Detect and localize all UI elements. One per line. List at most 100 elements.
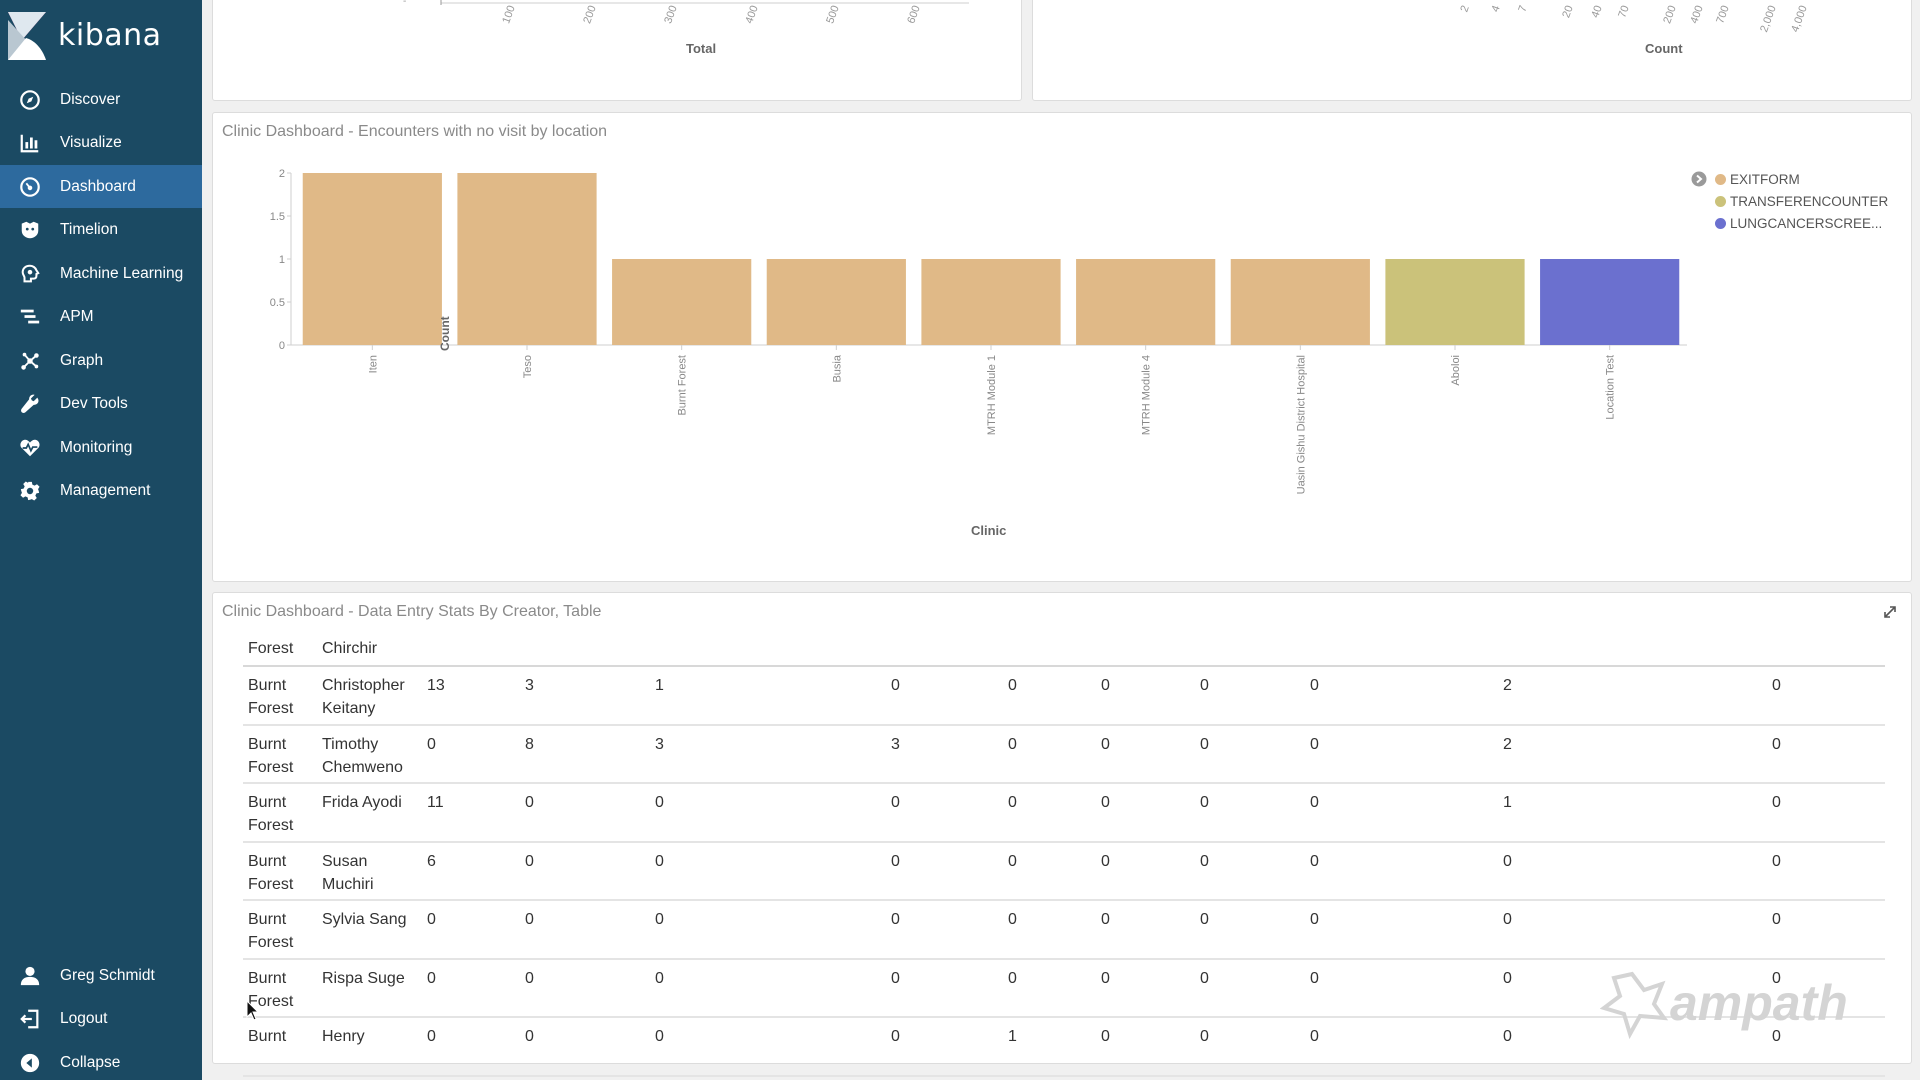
value-cell: 0 xyxy=(427,911,436,928)
value-cell: 0 xyxy=(1310,735,1319,753)
value-cell: 0 xyxy=(1200,911,1209,928)
x-tick-label: 300 xyxy=(662,4,680,25)
nav-item-machine-learning[interactable]: Machine Learning xyxy=(0,252,202,295)
nav-item-dev-tools[interactable]: Dev Tools xyxy=(0,383,202,426)
compass-icon xyxy=(0,89,60,111)
legend-item[interactable]: TRANSFERENCOUNTER xyxy=(1715,190,1888,212)
x-tick-label: 700 xyxy=(1714,4,1732,25)
value-cell: 0 xyxy=(1772,794,1781,811)
nav-label: Logout xyxy=(60,1010,108,1027)
value-cell: 0 xyxy=(1101,911,1110,928)
value-cell: 0 xyxy=(1310,911,1319,928)
value-cell: 0 xyxy=(427,1028,436,1045)
x-tick-label: 4,000 xyxy=(1789,4,1810,34)
total-histogram-panel: - 100 200 300 400 500 600 Total xyxy=(212,0,1022,101)
value-cell: 0 xyxy=(655,969,664,987)
nav-item-dashboard[interactable]: Dashboard xyxy=(0,165,202,208)
mouse-cursor xyxy=(246,999,260,1027)
nav-label: Graph xyxy=(60,351,104,369)
value-cell: 0 xyxy=(525,911,534,928)
value-cell: 3 xyxy=(891,735,900,753)
expand-panel-button[interactable] xyxy=(1883,605,1897,624)
heartbeat-icon xyxy=(0,437,60,459)
value-cell: 0 xyxy=(1008,794,1017,811)
bar xyxy=(302,173,442,345)
value-cell: 0 xyxy=(427,735,436,753)
nav-item-apm[interactable]: APM xyxy=(0,296,202,339)
value-cell: 13 xyxy=(427,677,445,694)
value-cell: 1 xyxy=(655,677,664,694)
table-row: Burnt Forest Sylvia Sang 0 0 0 0 0 0 0 0 0 0 xyxy=(243,901,1885,960)
legend-toggle[interactable] xyxy=(1691,171,1707,192)
legend-swatch xyxy=(1715,217,1726,229)
value-cell: 0 xyxy=(655,852,664,870)
value-cell: 8 xyxy=(525,735,534,753)
x-tick-label: 500 xyxy=(824,4,842,25)
nav-label: Machine Learning xyxy=(60,264,184,282)
count-histogram-panel: 2 4 7 20 40 70 200 400 700 2,000 4,000 Count xyxy=(1032,0,1912,101)
panel-title: Clinic Dashboard - Data Entry Stats By C… xyxy=(222,603,602,620)
value-cell: 0 xyxy=(1008,852,1017,870)
value-cell: 0 xyxy=(525,852,534,870)
nav-item-timelion[interactable]: Timelion xyxy=(0,209,202,252)
nav-label: APM xyxy=(60,308,94,325)
value-cell: 0 xyxy=(891,911,900,928)
legend-item[interactable]: EXITFORM xyxy=(1715,168,1888,190)
nav-item-graph[interactable]: Graph xyxy=(0,339,202,382)
bar xyxy=(1230,259,1370,345)
value-cell: 0 xyxy=(1772,852,1781,870)
location-cell: Burnt Forest xyxy=(248,852,294,893)
value-cell: 0 xyxy=(1008,735,1017,753)
x-tick-label: 70 xyxy=(1616,4,1631,20)
nav-label: Monitoring xyxy=(60,438,133,456)
value-cell: 0 xyxy=(1008,969,1017,987)
legend-item[interactable]: LUNGCANCERSCREE... xyxy=(1715,212,1888,234)
timelion-icon xyxy=(0,219,60,241)
bar xyxy=(1076,259,1216,345)
x-tick-label: 2,000 xyxy=(1758,4,1779,34)
legend-swatch xyxy=(1715,195,1726,207)
sidebar: kibana Discover Visualize Dashboard Time… xyxy=(0,0,202,1080)
table-header-cell: Forest xyxy=(248,640,294,657)
svg-text:-: - xyxy=(403,0,406,7)
legend-swatch xyxy=(1715,173,1726,185)
value-cell: 0 xyxy=(427,969,436,987)
value-cell: 0 xyxy=(1101,794,1110,811)
value-cell: 3 xyxy=(655,735,664,753)
value-cell: 2 xyxy=(1503,735,1512,753)
table-row: Burnt Henry 0 0 0 0 1 0 0 0 0 0 xyxy=(243,1018,1885,1077)
kibana-logo[interactable]: kibana xyxy=(0,0,202,76)
nav-item-discover[interactable]: Discover xyxy=(0,78,202,121)
value-cell: 0 xyxy=(1503,969,1512,987)
table-row: Burnt Forest Timothy Chemweno 0 8 3 3 0 0 0 0 2 0 xyxy=(243,726,1885,784)
value-cell: 0 xyxy=(525,969,534,987)
nav-item-management[interactable]: Management xyxy=(0,470,202,513)
nav-item-logout[interactable]: Logout xyxy=(0,998,202,1041)
x-tick-label: Uasin Gishu District Hospital xyxy=(1295,355,1307,494)
table-row: Burnt Forest Frida Ayodi 11 0 0 0 0 0 0 0 1 0 xyxy=(243,784,1885,843)
x-tick-label: 200 xyxy=(581,4,599,25)
brand-name: kibana xyxy=(58,18,162,53)
encounters-chart-panel: Clinic Dashboard - Encounters with no vi… xyxy=(212,112,1912,582)
value-cell: 6 xyxy=(427,852,436,870)
nav-item-monitoring[interactable]: Monitoring xyxy=(0,426,202,469)
apm-icon xyxy=(0,306,60,328)
bar xyxy=(1385,259,1525,345)
value-cell: 0 xyxy=(1772,969,1781,987)
nav-item-collapse[interactable]: Collapse xyxy=(0,1041,202,1080)
value-cell: 0 xyxy=(891,852,900,870)
location-cell: Burnt Forest xyxy=(248,677,294,717)
value-cell: 0 xyxy=(1310,794,1319,811)
value-cell: 0 xyxy=(891,677,900,694)
nav-item-user[interactable]: Greg Schmidt xyxy=(0,954,202,997)
x-tick-label: 400 xyxy=(1688,4,1706,25)
expand-icon xyxy=(1884,606,1896,618)
encounters-bar-chart: 0 0.5 1 1.5 2 Iten Teso Burnt Forest Busia MTRH … xyxy=(270,168,1687,494)
value-cell: 0 xyxy=(1310,1028,1319,1045)
value-cell: 0 xyxy=(655,794,664,811)
value-cell: 0 xyxy=(1772,735,1781,753)
x-tick-label: 7 xyxy=(1516,4,1529,14)
collapse-icon xyxy=(0,1052,60,1074)
y-tick-label: 0 xyxy=(279,340,285,352)
nav-item-visualize[interactable]: Visualize xyxy=(0,122,202,165)
